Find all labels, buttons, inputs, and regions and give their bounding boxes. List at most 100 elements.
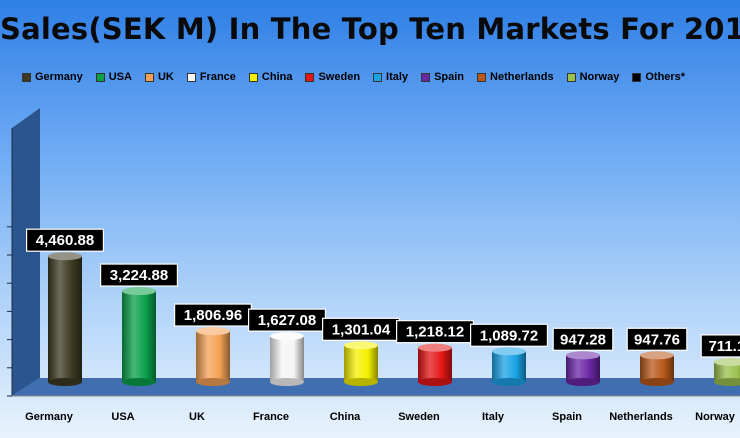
chart-legend: Germany USA UK France China Sweden Italy Spain N… bbox=[22, 68, 740, 86]
data-label-box bbox=[99, 263, 179, 287]
bar-body bbox=[344, 345, 378, 382]
legend-item: China bbox=[248, 71, 293, 83]
legend-item: Norway bbox=[566, 71, 620, 83]
bar-top bbox=[492, 347, 526, 356]
bar-base bbox=[418, 378, 452, 386]
bar-sweden bbox=[418, 343, 452, 386]
legend-swatch bbox=[22, 72, 31, 82]
bar-top bbox=[122, 287, 156, 296]
data-label: 3,224.88 bbox=[110, 267, 168, 284]
data-label-box bbox=[552, 327, 614, 351]
legend-item: Germany bbox=[22, 71, 83, 83]
bar-spain bbox=[566, 351, 600, 386]
data-label: 1,218.12 bbox=[406, 324, 464, 341]
category-label: UK bbox=[189, 411, 205, 423]
bar-body bbox=[270, 336, 304, 382]
legend-swatch bbox=[566, 72, 576, 82]
data-label: 1,089.72 bbox=[480, 327, 538, 344]
bar-base bbox=[196, 378, 230, 386]
bar-uk bbox=[196, 327, 230, 386]
category-label: France bbox=[253, 411, 289, 423]
data-label: 1,806.96 bbox=[184, 307, 242, 324]
legend-swatch bbox=[373, 72, 383, 82]
bar-china bbox=[344, 341, 378, 386]
data-label-box bbox=[470, 323, 549, 347]
data-label: 947.76 bbox=[634, 331, 680, 348]
bar-base bbox=[270, 378, 304, 386]
bar-italy bbox=[492, 347, 526, 386]
legend-label: Italy bbox=[386, 71, 409, 83]
data-label: 4,460.88 bbox=[36, 232, 94, 249]
data-label: 711.12 bbox=[708, 338, 740, 355]
bar-top bbox=[196, 327, 230, 336]
bar-body bbox=[640, 355, 674, 382]
bar-top bbox=[270, 332, 304, 341]
category-label: Italy bbox=[482, 411, 505, 423]
bar-france bbox=[270, 332, 304, 386]
legend-label: France bbox=[199, 71, 236, 83]
bar-base bbox=[48, 378, 82, 386]
bar-usa bbox=[122, 287, 156, 386]
legend-item: Italy bbox=[373, 71, 408, 83]
bar-germany bbox=[48, 252, 82, 386]
legend-item: Sweden bbox=[305, 71, 360, 83]
legend-swatch bbox=[632, 72, 642, 82]
legend-label: Others* bbox=[645, 71, 686, 83]
bar-top bbox=[714, 357, 740, 366]
bar-body bbox=[48, 256, 82, 382]
category-label: Sweden bbox=[398, 411, 440, 423]
legend-item: UK bbox=[144, 71, 174, 83]
bar-body bbox=[418, 347, 452, 382]
legend-swatch bbox=[144, 72, 154, 82]
legend-item: Netherlands bbox=[477, 71, 554, 83]
data-label-box bbox=[700, 334, 740, 358]
bar-top bbox=[344, 341, 378, 350]
bar-body bbox=[714, 361, 740, 382]
bar-base bbox=[566, 378, 600, 386]
legend-item: USA bbox=[95, 71, 132, 83]
data-label-box bbox=[626, 327, 688, 351]
data-label: 947.28 bbox=[560, 331, 606, 348]
chart-floor bbox=[12, 378, 740, 396]
legend-label: Spain bbox=[434, 71, 465, 83]
bar-base bbox=[714, 378, 740, 386]
data-label-box bbox=[26, 228, 105, 252]
bar-norway bbox=[714, 357, 740, 386]
legend-item: Spain bbox=[421, 71, 464, 83]
category-label: Netherlands bbox=[609, 411, 673, 423]
data-label: 1,627.08 bbox=[258, 312, 316, 329]
bar-top bbox=[418, 343, 452, 352]
bar-base bbox=[122, 378, 156, 386]
bar-base bbox=[344, 378, 378, 386]
bar-body bbox=[196, 331, 230, 382]
legend-label: USA bbox=[108, 71, 132, 83]
legend-label: Sweden bbox=[318, 71, 361, 83]
category-label: USA bbox=[111, 411, 134, 423]
category-label: Spain bbox=[552, 411, 582, 423]
bar-body bbox=[566, 355, 600, 382]
bar-top bbox=[640, 351, 674, 360]
legend-swatch bbox=[95, 72, 105, 82]
bar-top bbox=[48, 252, 82, 261]
legend-label: Norway bbox=[579, 71, 620, 83]
legend-label: China bbox=[261, 71, 293, 83]
bar-top bbox=[566, 351, 600, 360]
legend-swatch bbox=[477, 72, 487, 82]
bar-base bbox=[492, 378, 526, 386]
legend-swatch bbox=[305, 72, 315, 82]
legend-item: Others* bbox=[632, 71, 685, 83]
legend-item: France bbox=[186, 71, 236, 83]
category-label: Norway bbox=[695, 411, 736, 423]
bar-body bbox=[122, 291, 156, 382]
legend-label: UK bbox=[157, 71, 174, 83]
bar-netherlands bbox=[640, 351, 674, 386]
legend-swatch bbox=[421, 72, 431, 82]
category-label: Germany bbox=[25, 411, 74, 423]
legend-label: Netherlands bbox=[490, 71, 554, 83]
legend-swatch bbox=[186, 72, 196, 82]
chart-title: Sales(SEK M) In The Top Ten Markets For … bbox=[0, 12, 740, 46]
legend-label: Germany bbox=[35, 71, 83, 83]
category-label: China bbox=[330, 411, 361, 423]
